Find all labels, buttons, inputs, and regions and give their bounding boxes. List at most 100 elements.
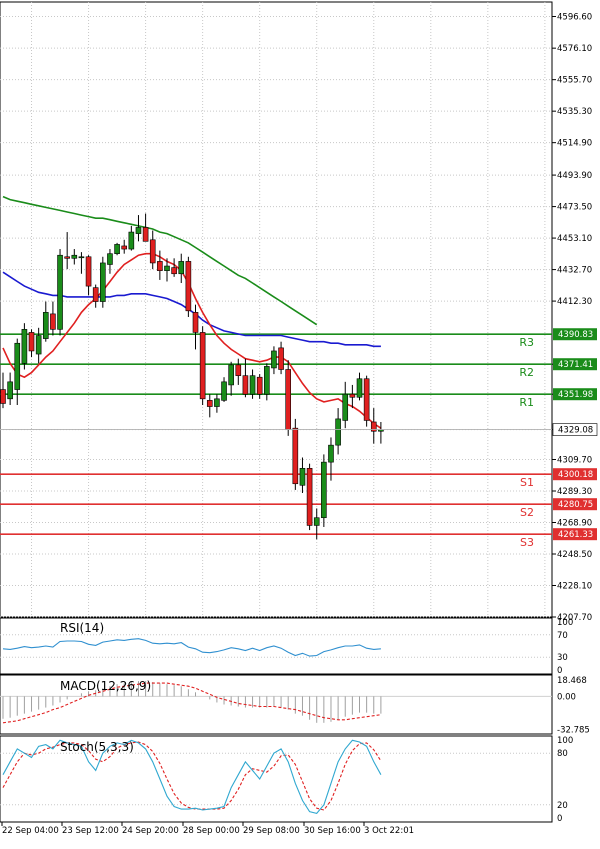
current-price-label: 4329.08 [558,426,593,436]
level-name-s2: S2 [520,506,534,519]
level-name-r1: R1 [519,396,534,409]
candle-body [228,364,234,386]
candle-body [85,256,92,287]
price-tick-label: 4289.30 [557,487,592,497]
candle-body [235,364,242,376]
candle-body [28,332,35,352]
candle-body [50,313,56,330]
candle-body [35,335,42,355]
macd-title: MACD(12,26,9) [60,679,151,693]
level-value-label: 4261.33 [558,530,593,540]
level-value-label: 4351.98 [558,390,593,400]
x-tick-label: 23 Sep 12:00 [62,826,119,836]
x-tick-label: 24 Sep 20:00 [122,826,179,836]
candle-body [370,421,377,432]
level-value-label: 4280.75 [558,500,593,510]
price-tick-label: 4596.60 [557,13,592,23]
candle-body [100,262,106,302]
level-value-box [553,358,597,371]
macd-tick-label: -32.785 [557,726,590,736]
candle-body [363,378,370,421]
candle-body [135,227,142,234]
stoch-frame [0,735,553,823]
stoch-tick-label: 20 [557,801,568,811]
rsi-tick-label: 0 [557,666,562,676]
candle-body [264,366,270,395]
macd-signal-line [2,682,381,724]
candle-body [306,468,313,526]
ma-slow-line [2,195,318,326]
x-tick-label: 29 Sep 08:00 [243,826,300,836]
candle-body [313,517,320,526]
level-value-box [553,528,597,541]
x-tick-label: 22 Sep 04:00 [2,826,59,836]
candle-body [271,350,277,369]
macd-tick-label: 18.468 [557,676,587,686]
candle-body [71,254,78,259]
candle-body [321,461,327,519]
candle-body [92,287,99,302]
candle-body [192,312,199,333]
stoch-k-line [2,739,382,815]
price-tick-label: 4432.70 [557,266,592,276]
level-value-box [553,468,597,481]
candle-body [142,227,149,242]
candle-body [128,231,135,250]
candle-body [64,256,70,259]
candle-body [178,261,185,275]
x-tick-label: 30 Sep 16:00 [304,826,361,836]
candle-body [292,427,299,485]
price-tick-label: 4555.70 [557,76,592,86]
price-tick-label: 4228.10 [557,582,592,592]
candle-body [149,239,156,264]
x-tick-label: 3 Oct 22:01 [364,826,414,836]
candle-body [21,329,28,364]
price-tick-label: 4576.10 [557,44,592,54]
candle-body [114,244,120,254]
candle-body [14,342,21,390]
price-tick-label: 4207.70 [557,613,592,623]
ma-mid-line [2,271,381,348]
stoch-tick-label: 0 [557,814,562,824]
stoch-panel: 100 80 20 0 Stoch(5,3,3) [0,735,573,824]
price-tick-label: 4268.90 [557,519,592,529]
level-value-label: 4371.41 [558,360,593,370]
x-axis: 22 Sep 04:00 23 Sep 12:00 24 Sep 20:00 28 S… [1,822,414,836]
candle-body [185,261,192,312]
rsi-tick-label: 100 [557,618,573,628]
candle-body [356,378,363,398]
level-value-box [553,388,597,401]
ma-fast-line [2,252,382,429]
price-tick-label: 4453.10 [557,234,592,244]
candle-body [335,418,341,446]
candle-body [157,261,163,271]
candle-body [328,444,334,463]
candle-body [342,393,349,421]
level-value-box [553,498,597,511]
rsi-line [2,638,381,657]
macd-frame [0,674,553,735]
level-value-label: 4390.83 [558,330,593,340]
stoch-title: Stoch(5,3,3) [60,740,134,754]
macd-tick-label: 0.00 [557,692,576,702]
candle-body [256,376,263,395]
level-name-r2: R2 [519,366,534,379]
candle-body [249,375,256,395]
price-plot-frame [0,1,553,618]
stoch-tick-label: 100 [557,736,573,746]
x-tick-label: 28 Sep 00:00 [183,826,240,836]
candle-body [121,245,128,250]
rsi-frame [0,617,553,675]
level-name-r3: R3 [519,336,534,349]
stoch-tick-label: 80 [557,749,568,759]
price-tick-label: 4412.30 [557,297,592,307]
price-tick-label: 4514.90 [557,139,592,149]
stoch-d-line [2,741,382,811]
candle-body [214,398,220,407]
price-tick-label: 4309.70 [557,456,592,466]
candle-body [349,393,356,398]
candle-body [299,468,306,486]
macd-panel: 18.468 0.00 -32.785 MACD(12,26,9) [0,674,590,736]
level-name-s1: S1 [520,476,534,489]
